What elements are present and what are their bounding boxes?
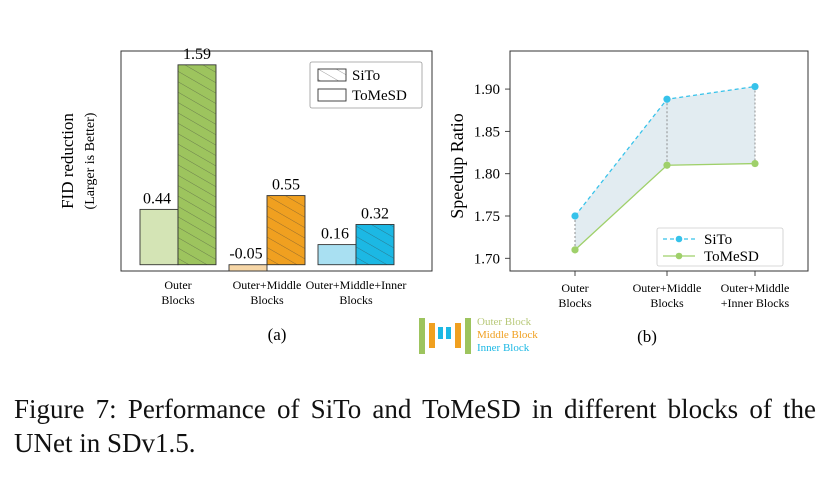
x-tick-label-a-1: Outer [164,278,191,292]
inner-block-icon [438,327,443,339]
panel-label-a: (a) [268,325,287,344]
x-tick-label-a-2: Outer+Middle [233,278,302,292]
legend-label-sito: SiTo [352,68,380,84]
legend-swatch-sito [317,68,347,82]
y-tick-label-b-5: 1.90 [474,82,500,98]
value-label-tomesd-2: -0.05 [229,246,262,263]
point-sito-3 [751,82,759,91]
plot-frame-a [120,50,433,272]
block-legend: Outer Block Middle Block Inner Block [419,316,538,354]
y-tick-label-b-2: 1.75 [474,209,500,225]
x-tick-label-b-2: Outer+Middle [633,281,702,295]
y-axis-label: FID reduction [58,113,77,209]
bar-tomesd-2 [228,264,268,272]
y-axis-label-b: Speedup Ratio [447,113,467,219]
y-tick-label-b-3: 1.80 [474,167,500,183]
bar-sito-hatch-3 [356,224,394,265]
legend-marker-sito [675,235,683,243]
outer-block-icon-2 [465,318,471,354]
y-axis-sublabel: (Larger is Better) [83,112,98,209]
fid-bar-chart: FID reduction (Larger is Better) 0.44 1.5… [58,46,433,344]
x-tick-label-b-1-line2: Blocks [558,296,592,310]
point-sito-1 [571,212,579,220]
x-tick-label-b-3-line2: +Inner Blocks [721,296,790,310]
x-tick-label-a-3-line2: Blocks [339,293,373,307]
block-legend-outer: Outer Block [477,316,532,328]
x-tick-label-b-3: Outer+Middle [721,281,790,295]
point-tomesd-2 [663,161,671,169]
outer-block-icon [419,318,425,354]
value-label-tomesd-1: 0.44 [143,190,171,207]
y-tick-label-b-4: 1.85 [474,124,500,140]
point-tomesd-3 [751,159,759,168]
point-sito-2 [663,95,671,103]
middle-block-icon-2 [455,323,461,348]
point-tomesd-1 [571,246,579,254]
caption-text: Figure 7: Performance of SiTo and ToMeSD… [14,394,816,458]
bar-tomesd-1 [139,208,179,266]
middle-block-icon [429,323,435,348]
block-legend-middle: Middle Block [477,329,538,341]
inner-block-icon-2 [446,327,451,339]
figure-caption: Figure 7: Performance of SiTo and ToMeSD… [14,392,816,460]
legend-a: SiTo ToMeSD [309,61,423,109]
legend-marker-tomesd [675,252,683,260]
bar-tomesd-3 [317,244,357,266]
legend-b: SiTo ToMeSD [656,227,784,267]
panel-label-b: (b) [637,327,657,346]
x-tick-label-b-2-line2: Blocks [650,296,684,310]
plot-frame-b [509,50,809,272]
block-legend-inner: Inner Block [477,342,530,354]
legend-swatch-tomesd [317,88,347,102]
legend-label-tomesd: ToMeSD [352,88,407,104]
x-tick-label-b-1: Outer [561,281,588,295]
x-tick-label-a-1-line2: Blocks [161,293,195,307]
x-tick-label-a-2-line2: Blocks [250,293,284,307]
x-tick-label-a-3: Outer+Middle+Inner [306,278,407,292]
bar-sito-hatch-2 [267,195,305,265]
value-label-sito-3: 0.32 [361,205,389,222]
speedup-line-chart: Speedup Ratio 1.70 1.75 1.80 1.85 1.90 Outer… [447,50,809,346]
value-label-tomesd-3: 0.16 [321,226,349,243]
bar-sito-hatch-1 [178,64,216,265]
y-tick-label-b-1: 1.70 [474,251,500,267]
legend-label-tomesd-b: ToMeSD [704,249,759,265]
gap-fill-area [575,86,755,250]
value-label-sito-1: 1.59 [183,46,211,63]
value-label-sito-2: 0.55 [272,177,300,194]
legend-label-sito-b: SiTo [704,232,732,248]
